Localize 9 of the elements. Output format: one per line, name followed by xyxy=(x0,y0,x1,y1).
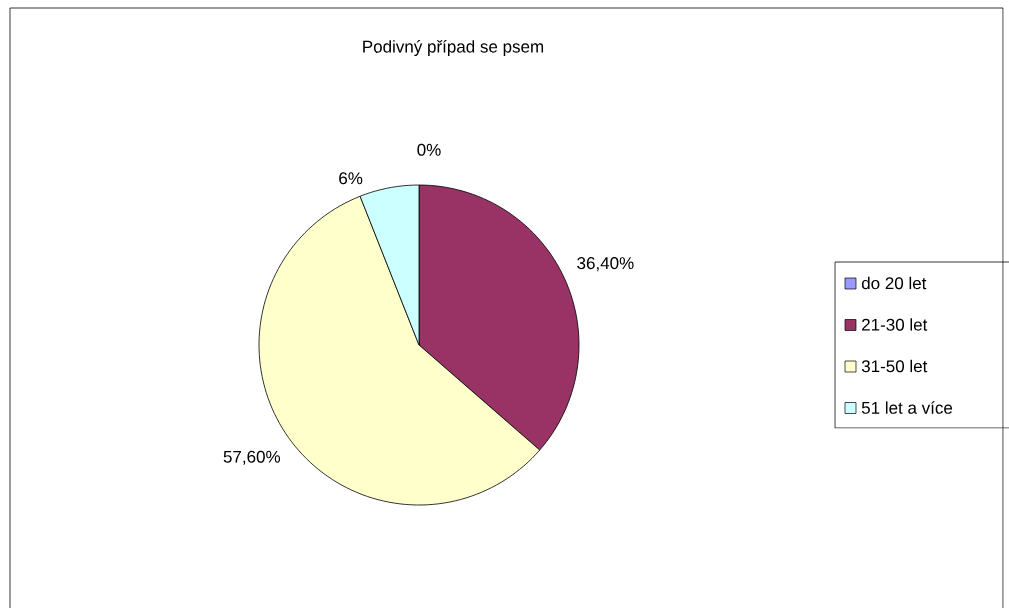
data-label: 6% xyxy=(339,172,363,185)
legend-label: 21-30 let xyxy=(862,318,928,331)
legend-label: 51 let a více xyxy=(861,401,953,414)
legend-label: do 20 let xyxy=(861,276,927,290)
chart-title: Podivný případ se psem xyxy=(363,39,544,57)
legend-label: 31-50 let xyxy=(861,359,928,373)
text: 0% xyxy=(417,143,441,156)
data-label: 57,60% xyxy=(223,450,281,465)
data-label: 36,40% xyxy=(577,257,634,272)
